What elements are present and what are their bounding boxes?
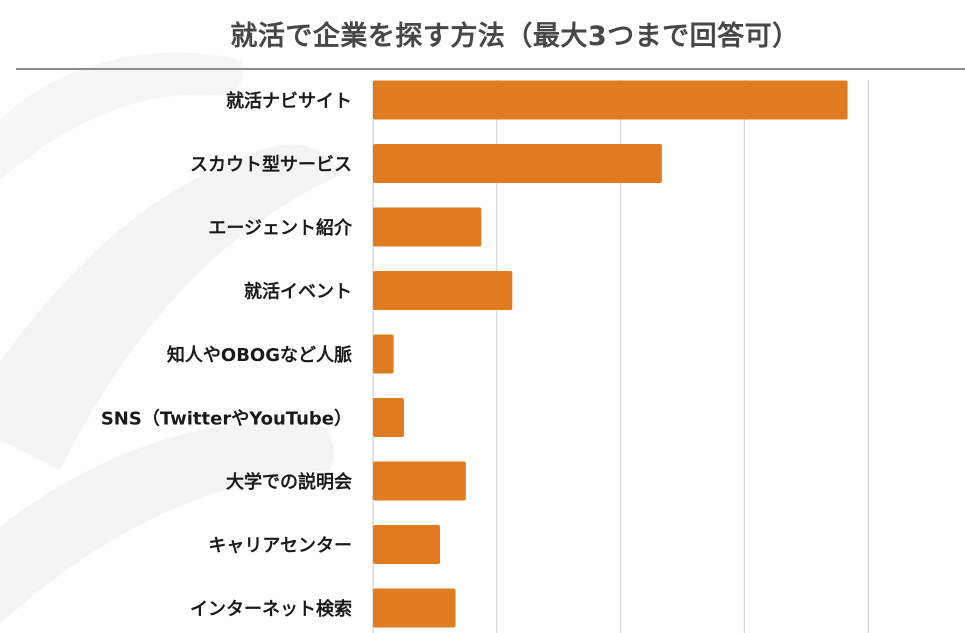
title-divider: [16, 68, 965, 70]
bar: [373, 525, 441, 564]
bar: [373, 461, 466, 501]
category-label: 知人やOBOGなど人脈: [167, 344, 352, 366]
bar: [373, 398, 404, 437]
bars: [373, 80, 848, 628]
bar: [373, 271, 513, 310]
bar: [373, 334, 394, 374]
category-label: 就活ナビサイト: [226, 90, 352, 112]
category-label: スカウト型サービス: [190, 154, 352, 176]
category-label: 大学での説明会: [226, 471, 352, 493]
chart-title: 就活で企業を探す方法（最大3つまで回答可）: [230, 21, 800, 52]
category-label: インターネット検索: [190, 598, 352, 620]
category-label: 就活イベント: [244, 281, 352, 303]
bar: [373, 588, 456, 628]
category-label: キャリアセンター: [208, 536, 352, 557]
category-label: エージェント紹介: [208, 217, 353, 239]
bar: [373, 80, 848, 120]
bar: [373, 144, 662, 183]
category-labels: 就活ナビサイトスカウト型サービスエージェント紹介就活イベント知人やOBOGなど人…: [101, 90, 353, 620]
bar: [373, 207, 482, 247]
category-label: SNS（TwitterやYouTube）: [101, 409, 352, 430]
